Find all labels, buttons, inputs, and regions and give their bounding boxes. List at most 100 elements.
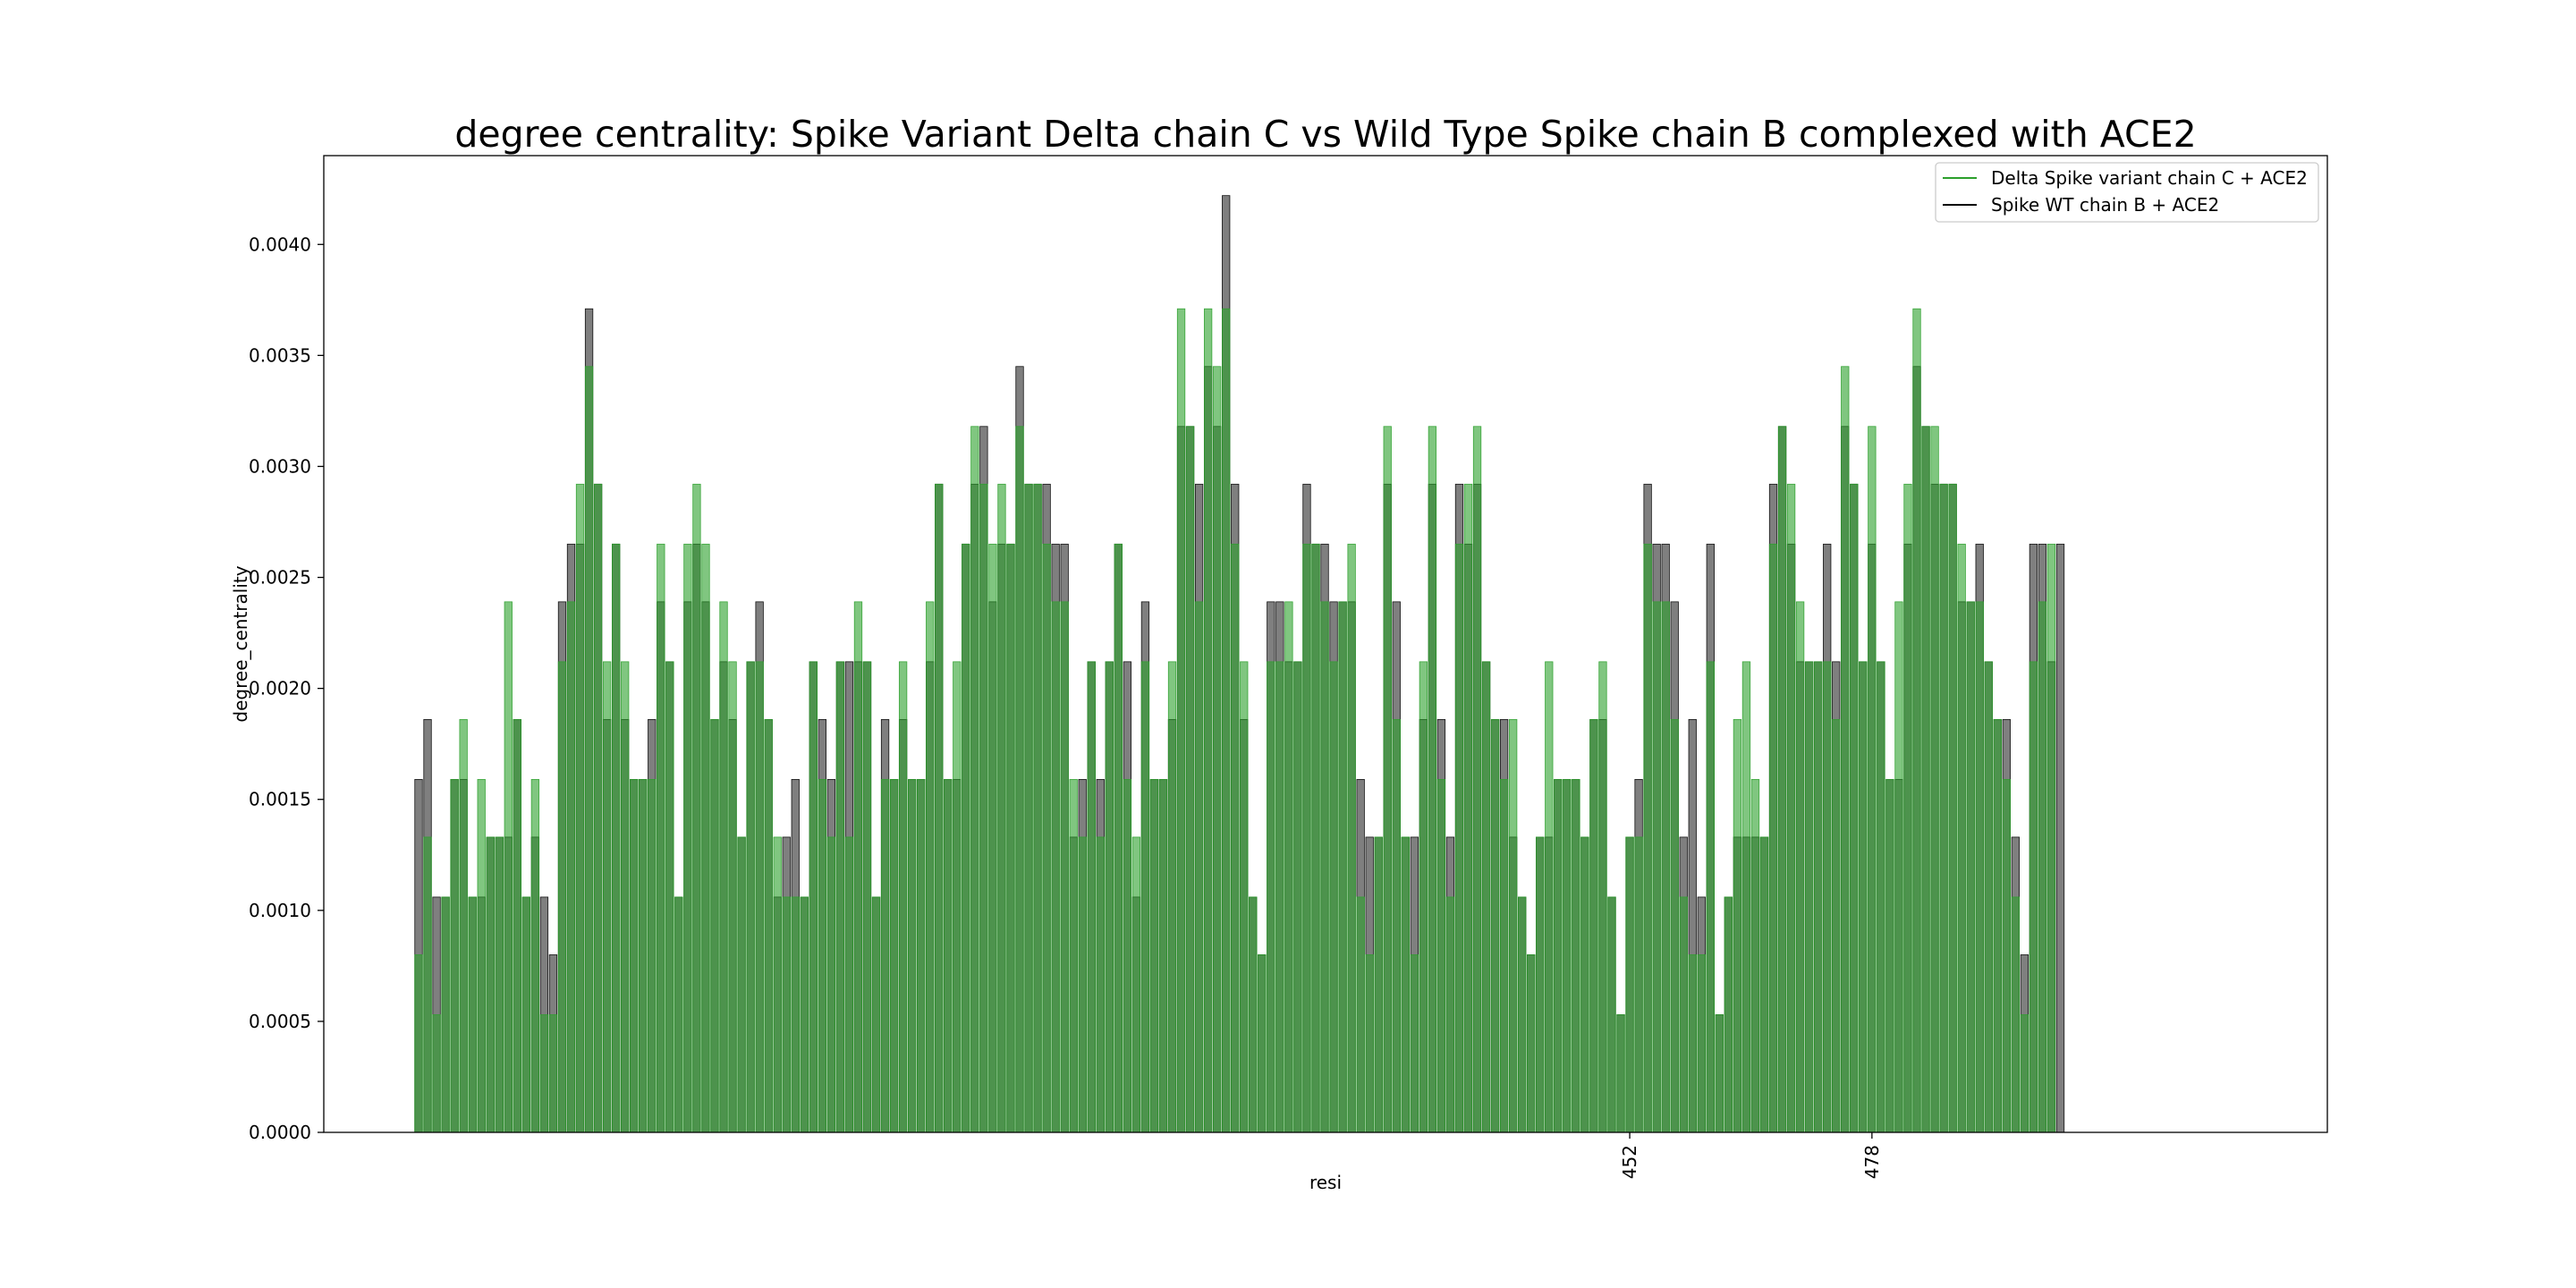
bar-delta bbox=[844, 836, 854, 1133]
bar-delta bbox=[1231, 543, 1240, 1133]
bar-delta bbox=[1006, 543, 1015, 1133]
bar-delta bbox=[719, 601, 728, 1133]
bar-delta bbox=[1706, 661, 1715, 1133]
bar-delta bbox=[1222, 308, 1231, 1133]
bar-delta bbox=[648, 778, 657, 1133]
bar-delta bbox=[468, 896, 477, 1133]
bar-delta bbox=[1841, 366, 1850, 1133]
bar-delta bbox=[944, 778, 953, 1133]
bar-delta bbox=[1131, 836, 1141, 1133]
bar-delta bbox=[530, 778, 540, 1133]
chart-title: degree centrality: Spike Variant Delta c… bbox=[454, 113, 2196, 156]
bar-delta bbox=[513, 718, 521, 1133]
bar-delta bbox=[2002, 778, 2011, 1133]
bar-delta bbox=[862, 661, 872, 1133]
bar-delta bbox=[1499, 778, 1509, 1133]
bar-delta bbox=[1741, 661, 1751, 1133]
y-tick-label: 0.0040 bbox=[249, 233, 311, 255]
bar-delta bbox=[423, 836, 432, 1133]
bar-delta bbox=[1643, 543, 1652, 1133]
bar-delta bbox=[1105, 661, 1114, 1133]
bar-delta bbox=[1472, 426, 1482, 1133]
bar-delta bbox=[737, 836, 746, 1133]
bar-delta bbox=[1060, 601, 1069, 1133]
bar-delta bbox=[1356, 896, 1365, 1133]
bar-delta bbox=[809, 661, 818, 1133]
bar-delta bbox=[1625, 836, 1634, 1133]
bar-delta bbox=[1267, 661, 1275, 1133]
bar-delta bbox=[1786, 483, 1796, 1133]
bar-delta bbox=[898, 661, 908, 1133]
y-tick-label: 0.0015 bbox=[249, 789, 311, 810]
bar-delta bbox=[441, 896, 450, 1133]
bar-delta bbox=[1365, 954, 1374, 1133]
bar-delta bbox=[692, 483, 701, 1133]
bar-delta bbox=[926, 601, 935, 1133]
bar-delta bbox=[657, 543, 665, 1133]
bar-delta bbox=[1024, 483, 1033, 1133]
bar-delta bbox=[1176, 308, 1186, 1133]
bar-delta bbox=[701, 543, 710, 1133]
y-axis-label: degree_centrality bbox=[230, 565, 251, 722]
bar-delta bbox=[1750, 778, 1760, 1133]
bar-delta bbox=[1167, 661, 1177, 1133]
bar-delta bbox=[755, 661, 764, 1133]
bar-delta bbox=[584, 366, 594, 1133]
bar-delta bbox=[630, 778, 639, 1133]
bar-delta bbox=[1768, 543, 1778, 1133]
bar-delta bbox=[566, 601, 576, 1133]
bar-delta bbox=[988, 543, 997, 1133]
bar-delta bbox=[1401, 836, 1410, 1133]
bar-delta bbox=[979, 483, 988, 1133]
bar-delta bbox=[1509, 718, 1518, 1133]
bar-delta bbox=[1284, 601, 1293, 1133]
bar-delta bbox=[486, 836, 495, 1133]
bar-delta bbox=[1338, 601, 1347, 1133]
bar-delta bbox=[710, 718, 719, 1133]
bar-delta bbox=[773, 836, 782, 1133]
bar-delta bbox=[1033, 483, 1042, 1133]
y-axis: 0.0000 0.0005 0.0010 0.0015 0.0020 0.0025 0.00… bbox=[249, 233, 324, 1143]
bar-delta bbox=[1454, 543, 1464, 1133]
bar-delta bbox=[521, 896, 531, 1133]
bar-delta bbox=[1185, 426, 1195, 1133]
bar-delta bbox=[459, 718, 468, 1133]
bar-delta bbox=[548, 1014, 558, 1133]
bar-delta bbox=[908, 778, 917, 1133]
bar-delta bbox=[1463, 483, 1473, 1133]
bar-delta bbox=[1670, 718, 1679, 1133]
bar-delta bbox=[1607, 896, 1616, 1133]
x-tick-label: 452 bbox=[1619, 1145, 1640, 1179]
bar-delta bbox=[818, 778, 826, 1133]
bar-delta bbox=[414, 954, 423, 1133]
bar-delta bbox=[1868, 426, 1877, 1133]
bar-delta bbox=[1715, 1014, 1724, 1133]
bar-delta bbox=[746, 661, 755, 1133]
bar-delta bbox=[504, 601, 513, 1133]
bar-delta bbox=[1679, 896, 1688, 1133]
bar-delta bbox=[791, 896, 800, 1133]
bar-delta bbox=[1795, 601, 1805, 1133]
bar-delta bbox=[1805, 661, 1814, 1133]
bar-delta bbox=[1759, 836, 1769, 1133]
bar-delta bbox=[1536, 836, 1545, 1133]
bar-delta bbox=[1652, 601, 1661, 1133]
bar-delta bbox=[1149, 778, 1159, 1133]
plot-frame bbox=[323, 155, 2328, 1133]
bar-delta bbox=[1966, 601, 1975, 1133]
bar-delta bbox=[1572, 778, 1580, 1133]
bar-delta bbox=[1302, 543, 1311, 1133]
bar-delta bbox=[1140, 661, 1150, 1133]
bar-delta bbox=[1096, 836, 1105, 1133]
bar-delta bbox=[1436, 778, 1446, 1133]
bar-delta bbox=[880, 778, 890, 1133]
legend-label-delta: Delta Spike variant chain C + ACE2 bbox=[1991, 167, 2308, 189]
bar-delta bbox=[853, 601, 863, 1133]
bar-wt bbox=[2055, 543, 2065, 1133]
bar-delta bbox=[764, 718, 773, 1133]
bar-delta bbox=[1975, 601, 1984, 1133]
bar-delta bbox=[1545, 661, 1554, 1133]
bar-delta bbox=[1051, 601, 1060, 1133]
bar-delta bbox=[1912, 308, 1921, 1133]
